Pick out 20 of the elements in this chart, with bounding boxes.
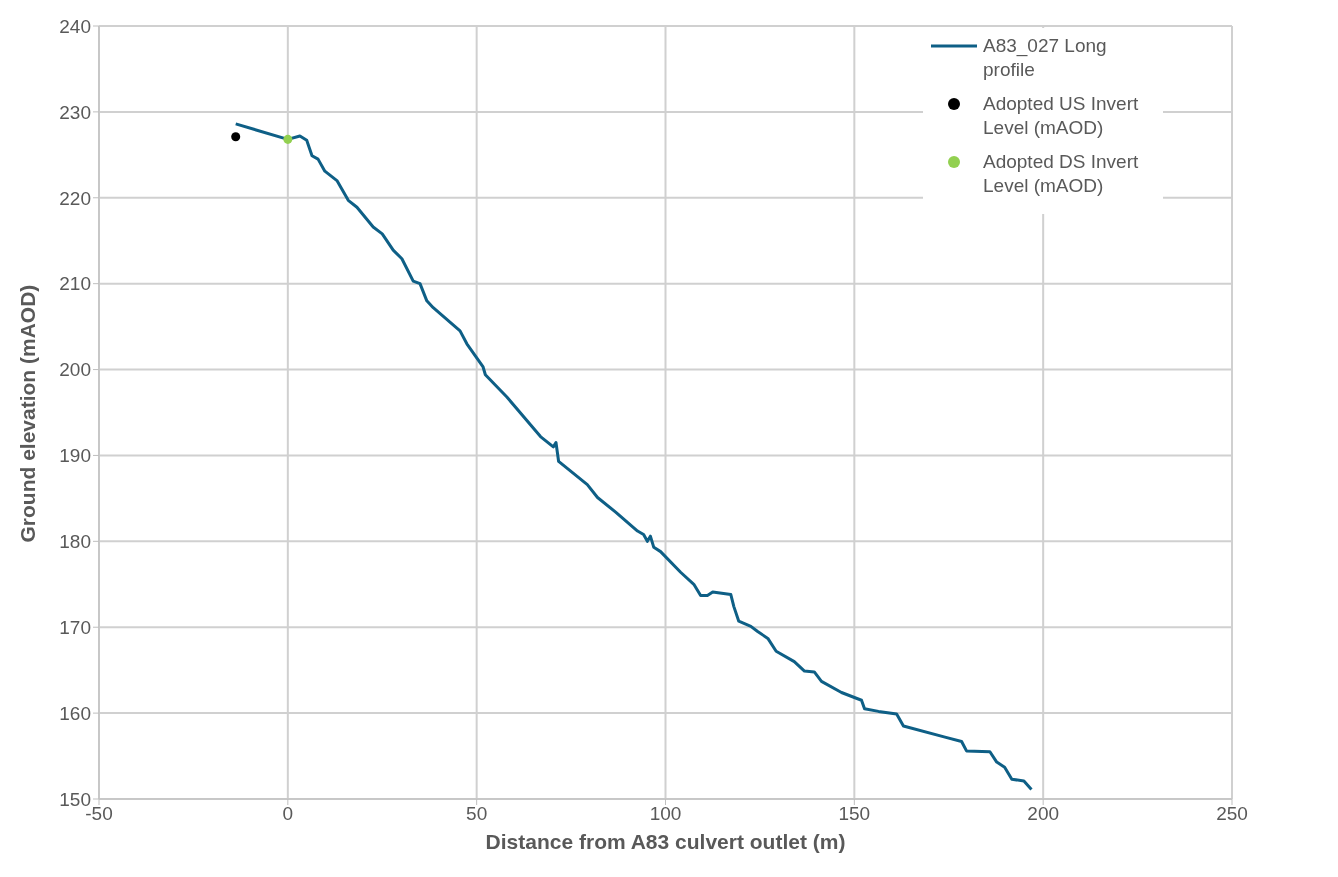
x-tick-label: 150	[838, 803, 871, 825]
legend-label: Adopted US Invert Level (mAOD)	[983, 92, 1140, 140]
y-tick-label: 200	[59, 359, 91, 381]
y-tick-label: 220	[59, 187, 91, 209]
x-tick-label: 250	[1216, 803, 1248, 825]
y-axis-title: Ground elevation (mAOD)	[16, 284, 40, 543]
y-tick-label: 210	[59, 273, 91, 295]
x-axis-title: Distance from A83 culvert outlet (m)	[485, 830, 846, 853]
y-tick-label: 190	[59, 445, 91, 467]
x-tick-label: 50	[466, 803, 488, 825]
x-tick-label: 0	[282, 803, 294, 825]
y-tick-label: 180	[59, 531, 91, 553]
y-tick-label: 240	[59, 15, 91, 37]
legend-label: Adopted DS Invert Level (mAOD)	[983, 150, 1140, 198]
x-tick-label: 200	[1027, 803, 1060, 825]
x-tick-label: 100	[649, 803, 682, 825]
y-tick-label: 230	[59, 101, 91, 123]
y-tick-label: 170	[59, 616, 91, 638]
legend-label: A83_027 Long profile	[983, 34, 1108, 82]
y-tick-label: 160	[59, 702, 91, 724]
